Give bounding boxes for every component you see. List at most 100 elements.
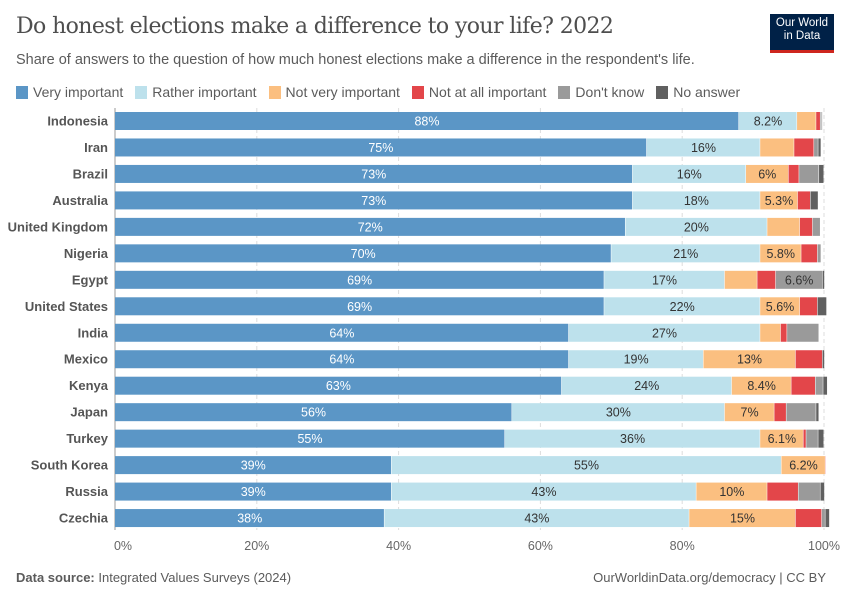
data-label: 70% — [351, 247, 376, 261]
x-tick-label: 0% — [114, 539, 132, 553]
legend-item[interactable]: Rather important — [135, 84, 257, 100]
data-label: 13% — [737, 353, 762, 367]
legend-item[interactable]: Very important — [16, 84, 123, 100]
legend-swatch — [411, 85, 424, 99]
legend-item[interactable]: Not at all important — [411, 84, 547, 100]
bar-segment — [767, 217, 800, 236]
bar-segment — [822, 270, 825, 289]
bar-segment — [568, 350, 703, 369]
category-label: Australia — [52, 193, 108, 208]
bar-segment — [760, 191, 798, 210]
bar-segment — [787, 323, 819, 342]
category-label: India — [78, 325, 109, 340]
category-label: Turkey — [66, 431, 108, 446]
category-label: Brazil — [73, 166, 108, 181]
data-label: 27% — [652, 326, 677, 340]
bar-segment — [795, 509, 822, 528]
bar-segment — [746, 164, 789, 183]
data-label: 30% — [606, 406, 631, 420]
bar-segment — [760, 323, 781, 342]
x-tick-label: 20% — [244, 539, 269, 553]
bar-segment — [731, 376, 791, 395]
bar-segment — [812, 217, 820, 236]
bar-segment — [798, 482, 820, 501]
bar-segment — [115, 244, 611, 263]
data-label: 55% — [297, 432, 322, 446]
footer-link[interactable]: OurWorldinData.org/democracy | CC BY — [593, 570, 826, 585]
legend-item[interactable]: Not very important — [268, 84, 400, 100]
data-label: 6.6% — [785, 273, 814, 287]
data-label: 16% — [677, 167, 702, 181]
bar-segment — [632, 164, 746, 183]
bar-segment — [115, 270, 604, 289]
data-source: Data source: Integrated Values Surveys (… — [16, 570, 291, 585]
legend-label: Not at all important — [428, 84, 547, 100]
data-label: 7% — [741, 406, 759, 420]
bar-segment — [115, 376, 562, 395]
legend-label: Rather important — [152, 84, 257, 100]
bar-segment — [825, 509, 830, 528]
data-label: 39% — [241, 485, 266, 499]
category-label: Indonesia — [47, 114, 108, 129]
data-label: 69% — [347, 300, 372, 314]
data-label: 6.1% — [768, 432, 797, 446]
x-tick-label: 80% — [670, 539, 695, 553]
bar-segment — [788, 164, 799, 183]
data-label: 8.4% — [747, 379, 776, 393]
bar-segment — [115, 138, 647, 157]
bar-segment — [561, 376, 732, 395]
data-label: 69% — [347, 273, 372, 287]
bar-segment — [817, 244, 821, 263]
bar-segment — [115, 112, 739, 130]
legend-label: Not very important — [285, 84, 400, 100]
bar-segment — [760, 138, 794, 157]
owid-logo[interactable]: Our World in Data — [770, 14, 834, 53]
bar-segment — [604, 297, 760, 316]
bar-segment — [604, 270, 725, 289]
bar-segment — [115, 456, 392, 475]
data-label: 55% — [574, 459, 599, 473]
bar-segment — [703, 350, 796, 369]
bar-segment — [803, 429, 806, 448]
bar-segment — [504, 429, 760, 448]
data-label: 19% — [624, 353, 649, 367]
bar-segment — [791, 376, 815, 395]
category-label: United Kingdom — [8, 219, 108, 234]
bar-segment — [646, 138, 760, 157]
category-label: Russia — [65, 484, 108, 499]
bar-segment — [816, 112, 820, 130]
bar-segment — [512, 403, 725, 422]
bar-segment — [795, 350, 823, 369]
bar-segment — [821, 509, 825, 528]
data-label: 6.2% — [789, 459, 818, 473]
data-label: 43% — [531, 485, 556, 499]
bar-segment — [115, 323, 569, 342]
category-label: Iran — [84, 140, 108, 155]
bar-segment — [115, 217, 625, 236]
bar-segment — [391, 482, 696, 501]
bar-segment — [738, 112, 797, 130]
legend-item[interactable]: No answer — [656, 84, 740, 100]
bar-segment — [757, 270, 776, 289]
data-label: 43% — [524, 512, 549, 526]
bar-segment — [818, 429, 824, 448]
bar-segment — [391, 456, 781, 475]
bar-segment — [801, 244, 818, 263]
bar-segment — [384, 509, 689, 528]
bar-segment — [767, 482, 798, 501]
bar-segment — [799, 297, 818, 316]
bar-segment — [822, 350, 825, 369]
stacked-bar-chart: 0% 20% 40% 60% 80% 100% Indonesia 88% 8.2% Iran 75… — [8, 108, 840, 553]
bar-segment — [115, 191, 633, 210]
bar-segment — [819, 164, 824, 183]
bar-segment — [760, 429, 803, 448]
data-label: 22% — [670, 300, 695, 314]
data-label: 38% — [237, 512, 262, 526]
category-label: South Korea — [31, 458, 109, 473]
data-source-link[interactable]: Integrated Values Surveys (2024) — [98, 570, 292, 585]
legend-item[interactable]: Don't know — [558, 84, 644, 100]
bar-segment — [820, 112, 822, 130]
bar-segment — [760, 297, 800, 316]
data-label: 36% — [620, 432, 645, 446]
legend-label: Very important — [33, 84, 124, 100]
